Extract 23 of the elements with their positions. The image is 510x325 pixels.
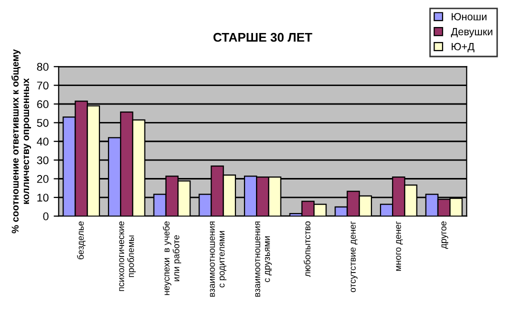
y-tick-label: 0	[43, 212, 48, 220]
legend-label: Юноши	[452, 12, 486, 20]
chart-title: СТАРШЕ 30 ЛЕТ	[213, 32, 312, 42]
y-axis-title: % соотношение ответивших к общему колличеству опрошенных	[11, 49, 32, 234]
x-tick-label: безделье	[77, 221, 86, 260]
y-tick-label: 30	[36, 156, 48, 164]
y-tick-label: 40	[36, 138, 48, 146]
y-tick-label: 60	[37, 100, 48, 108]
legend-label: Девушки	[450, 28, 492, 38]
x-tick-label: взаимоотношения с друзьями	[255, 222, 272, 297]
y-tick-label: 70	[37, 82, 48, 90]
y-tick-label: 80	[37, 62, 48, 71]
x-tick-label: любопытство	[304, 221, 310, 277]
x-tick-label: неуспехи в учебе или работе	[162, 221, 182, 295]
y-tick-label: 50	[37, 118, 48, 127]
x-tick-label: другое	[441, 221, 448, 249]
x-tick-label: отсутствие денег	[350, 221, 358, 292]
x-tick-label: взаимоотношения с родителями	[210, 222, 226, 297]
y-tick-label: 10	[37, 194, 48, 202]
y-tick-label: 20	[37, 175, 48, 183]
legend-label: Ю+Д	[452, 42, 474, 52]
x-tick-label: много денег	[396, 221, 403, 271]
x-tick-label: психологические проблемы	[119, 221, 136, 292]
